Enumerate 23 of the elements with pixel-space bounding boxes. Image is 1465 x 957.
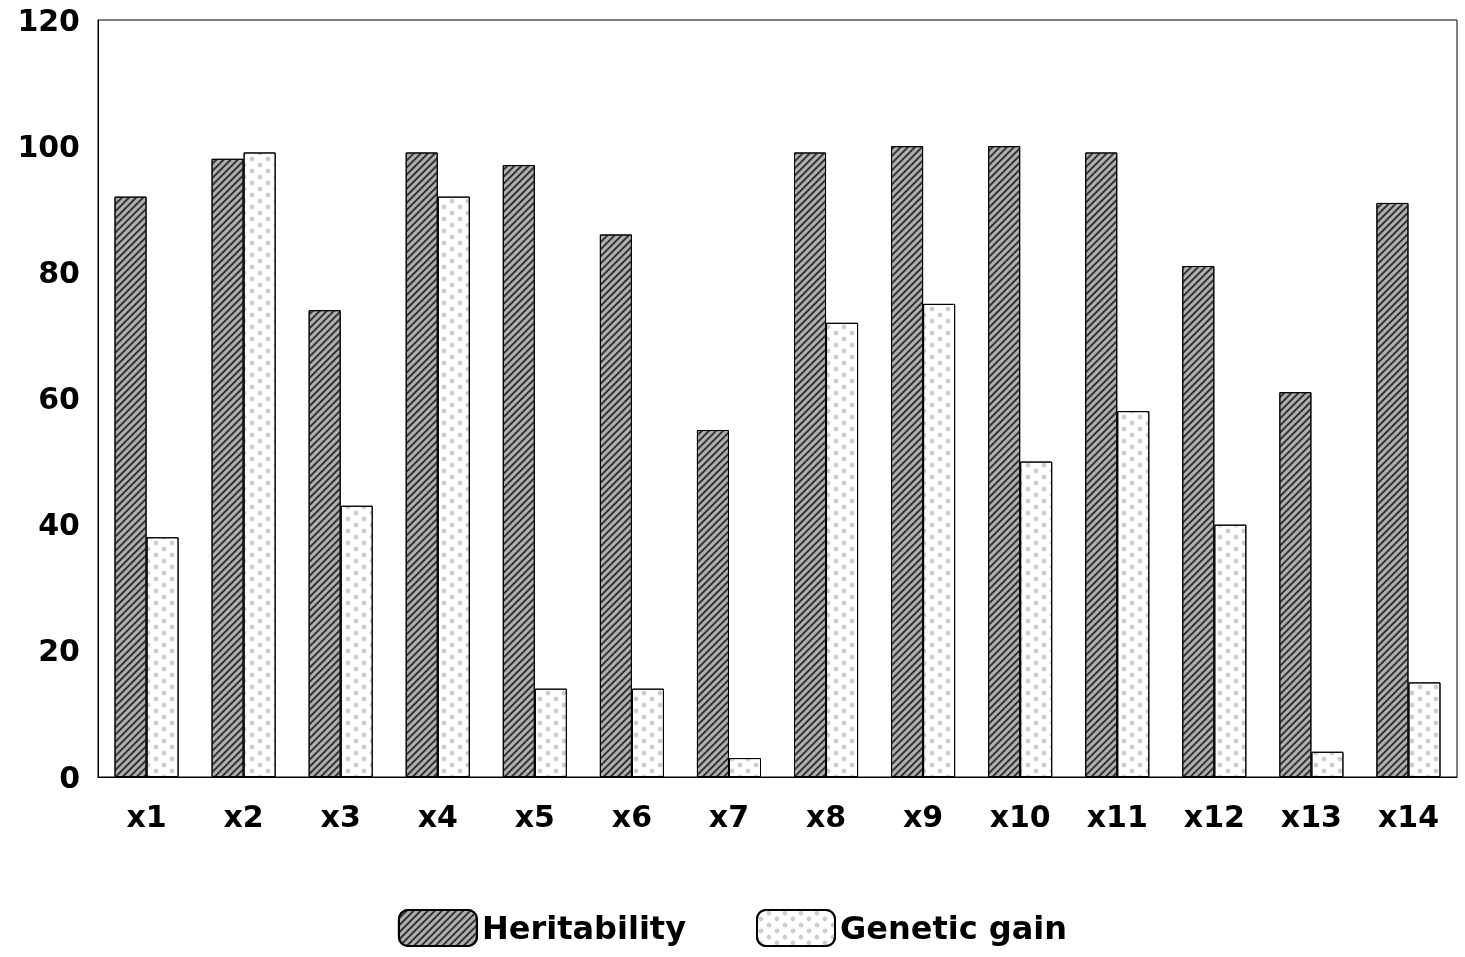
x-tick-label: x13 <box>1280 798 1342 834</box>
x-tick-label: x9 <box>902 798 944 834</box>
y-tick-label: 100 <box>17 128 80 164</box>
y-tick-label: 120 <box>17 2 80 38</box>
x-tick-label: x8 <box>805 798 847 834</box>
x-tick-label: x7 <box>708 798 750 834</box>
x-tick-label: x1 <box>126 798 167 834</box>
x-tick-label: x11 <box>1086 798 1148 834</box>
x-tick-label: x4 <box>417 798 458 834</box>
y-tick-label: 60 <box>38 381 80 416</box>
legend-label: Genetic gain <box>840 909 1068 947</box>
x-tick-label: x12 <box>1183 798 1245 834</box>
x-tick-label: x5 <box>514 798 555 834</box>
y-tick-label: 0 <box>59 759 80 795</box>
x-tick-label: x10 <box>989 798 1051 834</box>
y-tick-label: 40 <box>38 507 80 543</box>
x-tick-label: x6 <box>611 798 653 834</box>
legend-label: Heritability <box>481 909 687 947</box>
x-tick-label: x3 <box>320 798 361 834</box>
y-tick-label: 80 <box>38 254 80 290</box>
y-tick-label: 20 <box>38 633 80 669</box>
x-tick-label: x2 <box>223 798 264 834</box>
x-tick-label: x14 <box>1377 798 1440 834</box>
